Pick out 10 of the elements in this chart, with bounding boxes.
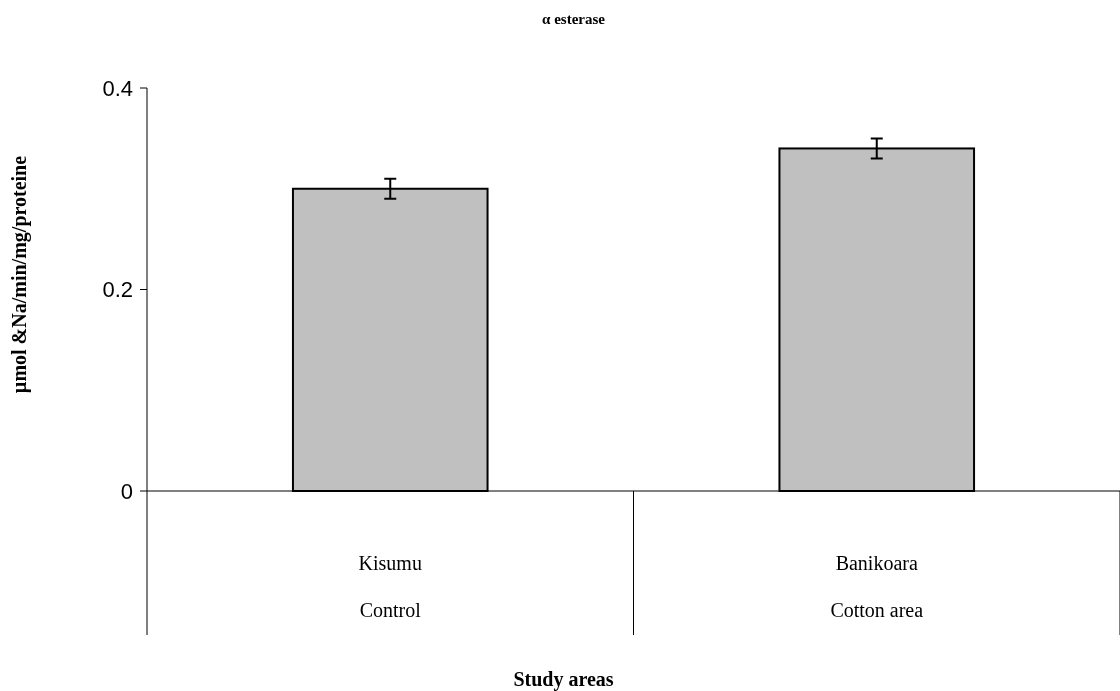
y-tick-label: 0.2 — [102, 277, 133, 303]
text: Control — [359, 599, 422, 621]
x-tick-label: Banikoara — [835, 552, 918, 574]
y-axis-title: µmol &Na/min/mg/proteine — [8, 155, 31, 394]
x-tick-label: Kisumu — [358, 552, 422, 574]
x-axis-title: Study areas — [513, 668, 614, 691]
text: Cotton area — [830, 599, 924, 621]
y-tick-label: 0.4 — [102, 75, 133, 101]
chart-title: α esterase — [542, 11, 606, 27]
y-tick-label: 0 — [120, 478, 133, 504]
